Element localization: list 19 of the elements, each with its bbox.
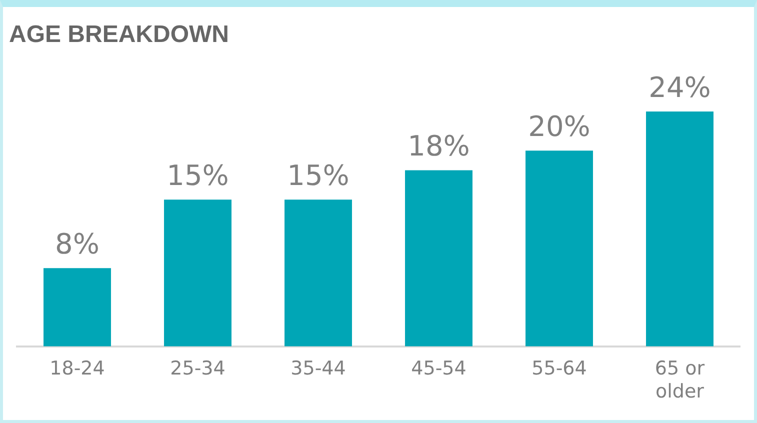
bar	[164, 200, 232, 346]
bar	[284, 200, 352, 346]
x-tick-label: 55-64	[532, 358, 587, 380]
data-label: 8%	[55, 227, 100, 260]
data-label: 24%	[648, 70, 711, 104]
bar	[44, 268, 111, 346]
bar	[405, 170, 472, 346]
x-tick-label: 25-34	[170, 358, 226, 380]
data-label: 18%	[408, 129, 470, 162]
data-label: 15%	[287, 158, 350, 192]
data-label: 20%	[528, 110, 590, 143]
data-label: 15%	[166, 158, 229, 192]
x-tick-label: 35-44	[290, 358, 346, 380]
bar	[646, 111, 714, 346]
x-tick-label: 18-24	[50, 358, 105, 380]
chart-title: AGE BREAKDOWN	[9, 21, 229, 48]
bar	[526, 150, 593, 346]
x-tick-label: 45-54	[411, 358, 466, 380]
x-tick-label: 65 or older	[654, 358, 705, 403]
